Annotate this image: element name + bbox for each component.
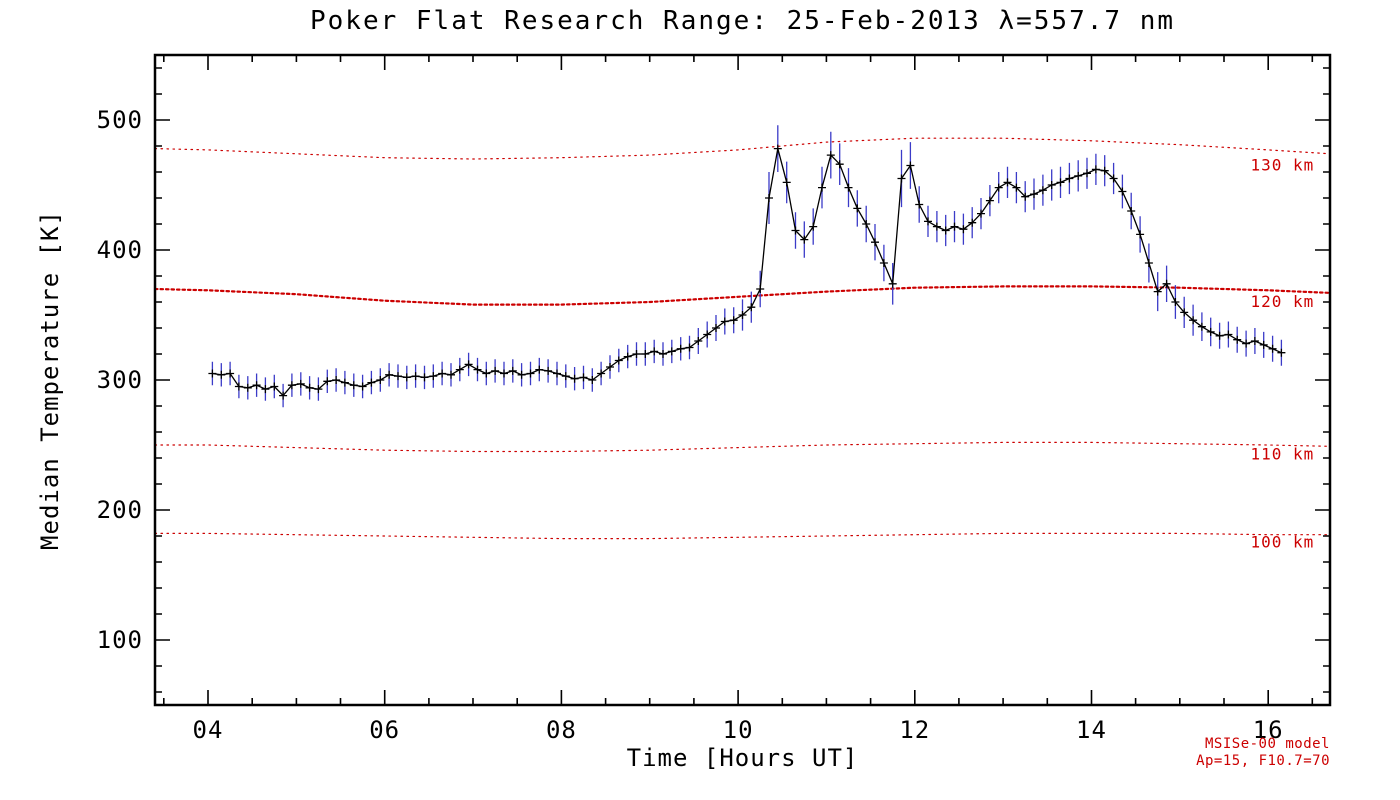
x-tick-label: 10 (723, 716, 754, 744)
y-axis-label: Median Temperature [K] (36, 210, 64, 550)
x-axis-label: Time [Hours UT] (626, 744, 859, 772)
x-tick-label: 14 (1076, 716, 1107, 744)
model-annotation: MSISe-00 model Ap=15, F10.7=70 (1196, 736, 1330, 770)
model-annotation-line2: Ap=15, F10.7=70 (1196, 753, 1330, 769)
data-line (212, 147, 1282, 397)
y-tick-label: 200 (97, 496, 143, 524)
y-tick-label: 400 (97, 236, 143, 264)
x-tick-label: 12 (899, 716, 930, 744)
chart-title: Poker Flat Research Range: 25-Feb-2013 λ… (309, 6, 1175, 36)
model-annotation-line1: MSISe-00 model (1204, 736, 1330, 752)
model-line-120-km (153, 285, 1332, 306)
plot-frame (153, 53, 1332, 707)
error-bars (211, 125, 1283, 408)
model-line-label-120-km: 120 km (1251, 292, 1315, 311)
model-line-label-130-km: 130 km (1251, 156, 1315, 175)
axis-ticks (155, 55, 1330, 705)
model-line-label-110-km: 110 km (1251, 444, 1315, 463)
y-tick-label: 500 (97, 106, 143, 134)
x-tick-label: 06 (369, 716, 400, 744)
y-tick-label: 300 (97, 366, 143, 394)
x-tick-label: 04 (193, 716, 224, 744)
model-line-100-km (154, 532, 1331, 540)
model-line-label-100-km: 100 km (1251, 533, 1315, 552)
y-tick-label: 100 (97, 626, 143, 654)
model-line-110-km (154, 441, 1331, 453)
data-markers (208, 144, 1286, 400)
x-tick-label: 08 (546, 716, 577, 744)
model-line-130-km (154, 137, 1331, 160)
x-tick-label: 16 (1253, 716, 1284, 744)
